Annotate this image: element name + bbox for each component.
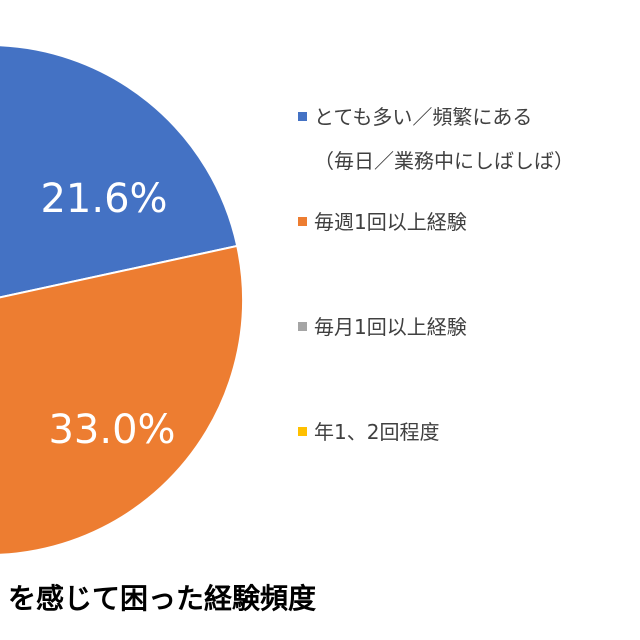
legend-swatch (298, 112, 307, 121)
legend-swatch (298, 427, 307, 436)
legend-label: 毎月1回以上経験 (314, 315, 467, 339)
pie-slice (0, 244, 244, 556)
legend-label: 毎週1回以上経験 (314, 210, 467, 234)
data-label: 21.6% (40, 176, 167, 222)
legend-swatch (298, 217, 307, 226)
data-label: 33.0% (48, 407, 175, 453)
legend-label: とても多い／頻繁にある （毎日／業務中にしばしば） (314, 105, 574, 173)
chart-title: を感じて困った経験頻度 (8, 582, 316, 615)
pie-slice (0, 44, 239, 299)
legend-label: 年1、2回程度 (314, 420, 440, 444)
legend-swatch (298, 322, 307, 331)
